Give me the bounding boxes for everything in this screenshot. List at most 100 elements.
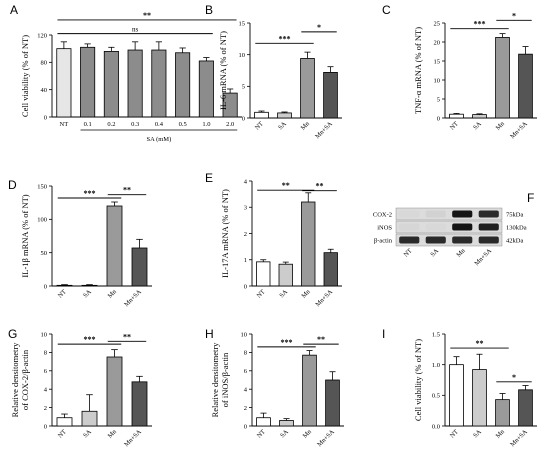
significance-mark: ** xyxy=(316,182,324,191)
y-tick-label: 0 xyxy=(244,423,247,430)
blot-lane-label: Mn+SA xyxy=(473,247,493,267)
category-label: Mn+SA xyxy=(123,288,143,308)
y-tick-label: 20 xyxy=(434,39,441,46)
y-tick-label: 10 xyxy=(41,331,48,338)
blot-band xyxy=(452,210,473,218)
category-label: Mn+SA xyxy=(123,428,143,448)
bar xyxy=(103,51,119,118)
category-label: Mn+SA xyxy=(314,288,334,308)
category-label: SA xyxy=(82,288,93,299)
chart-panel-I: I 0.0 0.5 1.0 1.5 NT SA Mn Mn+SA Cell viability (… xyxy=(382,327,537,448)
bar xyxy=(301,201,316,287)
chart-panel-D: D 0 50 100 150 NT SA Mn Mn+SA IL-1β mRNA (% of NT… xyxy=(8,178,152,308)
category-label: NT xyxy=(449,428,460,439)
bar xyxy=(175,52,191,118)
bar xyxy=(131,381,148,427)
y-tick-label: 0.5 xyxy=(432,393,440,400)
blot-strip xyxy=(395,207,503,221)
panel-label: I xyxy=(382,327,385,341)
significance-mark: *** xyxy=(279,34,291,43)
bar xyxy=(323,252,338,287)
bar xyxy=(323,72,338,119)
y-tick-label: 50 xyxy=(41,250,48,257)
y-tick-label: 1 xyxy=(244,257,247,264)
bar xyxy=(198,60,214,118)
bar xyxy=(495,399,510,427)
y-tick-label: 10 xyxy=(241,331,248,338)
chart-panel-H: H 0 2 4 6 8 10 NT SA Mn Mn+SA Relative densitometry… xyxy=(205,327,344,448)
category-label: NT xyxy=(57,428,68,439)
bar xyxy=(56,284,73,287)
significance-mark: *** xyxy=(84,335,96,344)
category-label: NT xyxy=(449,120,460,131)
y-tick-label: 4 xyxy=(44,387,48,394)
bar xyxy=(278,263,293,287)
significance-mark: * xyxy=(512,373,516,382)
category-label: SA xyxy=(472,428,483,439)
y-axis-label: IL-6 mRNA (% of NT) xyxy=(218,31,228,110)
significance-mark: ** xyxy=(317,335,325,344)
y-tick-label: 8 xyxy=(44,350,47,357)
category-label: NT xyxy=(256,428,267,439)
significance-mark: *** xyxy=(84,189,96,198)
blot-band xyxy=(399,223,420,231)
category-label: 0.2 xyxy=(107,121,115,128)
category-label: Mn xyxy=(495,428,507,440)
category-label: Mn xyxy=(300,288,312,300)
bar xyxy=(256,261,271,287)
western-blot-panel: F COX-2 75kDa iNOS 130kDa β-actin 42kDa NT SA Mn M… xyxy=(373,191,534,267)
category-label: Mn xyxy=(107,288,119,300)
category-label: SA xyxy=(82,428,93,439)
category-label: 1.0 xyxy=(202,121,210,128)
y-tick-label: 15 xyxy=(239,20,246,27)
bar xyxy=(56,48,72,118)
bar xyxy=(325,379,340,427)
bar xyxy=(80,46,96,118)
bar xyxy=(151,49,167,118)
y-axis-label: Cell viability (% of NT) xyxy=(20,35,30,117)
bar xyxy=(518,389,533,427)
blot-band xyxy=(452,236,473,244)
category-label: SA xyxy=(472,120,483,131)
bar xyxy=(472,114,487,119)
y-tick-label: 10 xyxy=(434,77,441,84)
y-tick-label: 0 xyxy=(44,283,47,290)
bar xyxy=(256,417,271,427)
category-label: Mn+SA xyxy=(316,428,336,448)
panel-label: D xyxy=(8,178,17,192)
y-axis-label-line2: of COX-2/β-actin xyxy=(20,349,30,410)
chart-panel-G: G 0 2 4 6 8 10 NT SA Mn Mn+SA Relative densitometry… xyxy=(8,327,152,448)
y-tick-label: 100 xyxy=(37,217,47,224)
blot-size-label: 42kDa xyxy=(506,238,523,245)
y-axis-label: IL-17A mRNA (% of NT) xyxy=(220,189,230,278)
significance-mark: *** xyxy=(474,20,486,29)
significance-mark: *** xyxy=(281,338,293,347)
panel-label: H xyxy=(205,327,214,341)
blot-protein-label: iNOS xyxy=(377,225,392,232)
category-label: Mn xyxy=(495,120,507,132)
y-tick-label: 8 xyxy=(244,350,247,357)
significance-mark: ** xyxy=(123,186,131,195)
bar xyxy=(449,364,464,427)
y-tick-label: 0 xyxy=(437,115,440,122)
significance-mark: ** xyxy=(476,339,484,348)
category-label: NT xyxy=(57,288,68,299)
y-tick-label: 2 xyxy=(244,231,247,238)
blot-strip xyxy=(395,220,503,234)
y-tick-label: 4 xyxy=(244,387,248,394)
y-axis-label: TNF-α mRNA (% of NT) xyxy=(413,27,423,114)
panel-label: E xyxy=(205,171,213,185)
blot-band xyxy=(425,223,446,231)
bar xyxy=(127,49,143,118)
significance-mark: ** xyxy=(282,181,290,190)
bar xyxy=(254,111,269,119)
category-label: 0.5 xyxy=(179,121,187,128)
bar xyxy=(106,205,123,287)
panel-label: C xyxy=(382,3,391,17)
bar xyxy=(472,369,487,427)
category-label: NT xyxy=(256,288,267,299)
panel-label: G xyxy=(8,327,17,341)
y-tick-label: 5 xyxy=(242,84,245,91)
bar xyxy=(300,58,315,119)
